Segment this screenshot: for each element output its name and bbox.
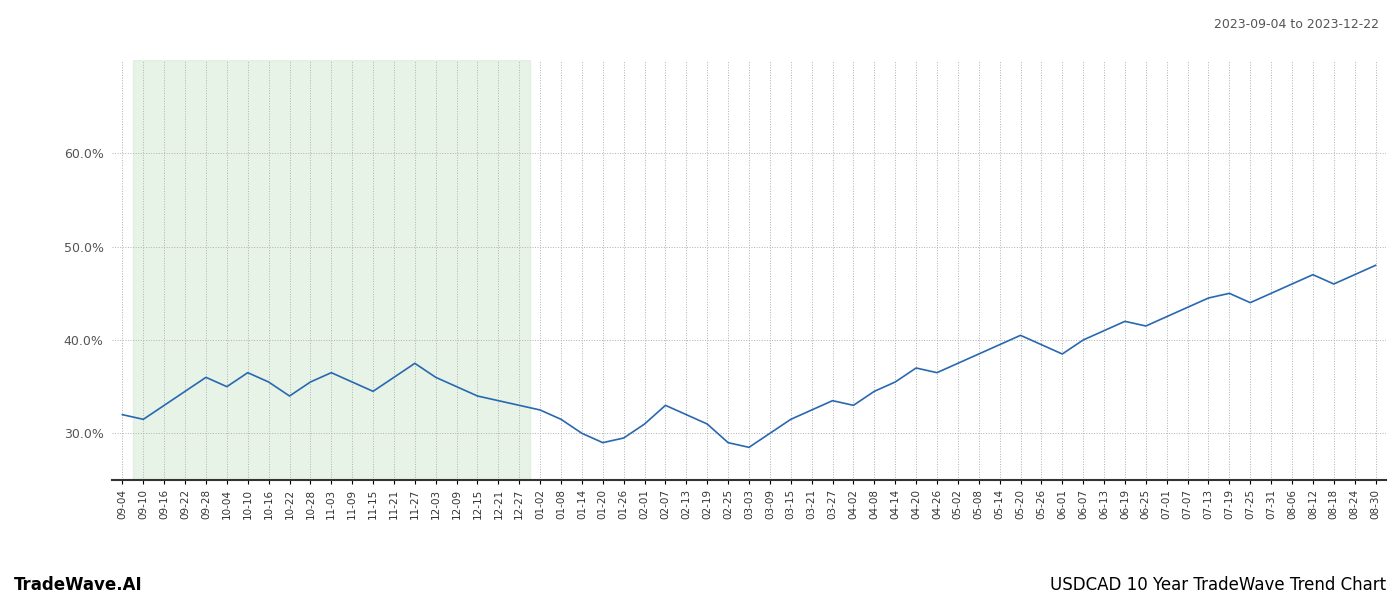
Text: TradeWave.AI: TradeWave.AI bbox=[14, 576, 143, 594]
Text: 2023-09-04 to 2023-12-22: 2023-09-04 to 2023-12-22 bbox=[1214, 18, 1379, 31]
Text: USDCAD 10 Year TradeWave Trend Chart: USDCAD 10 Year TradeWave Trend Chart bbox=[1050, 576, 1386, 594]
Bar bbox=[133, 60, 529, 480]
